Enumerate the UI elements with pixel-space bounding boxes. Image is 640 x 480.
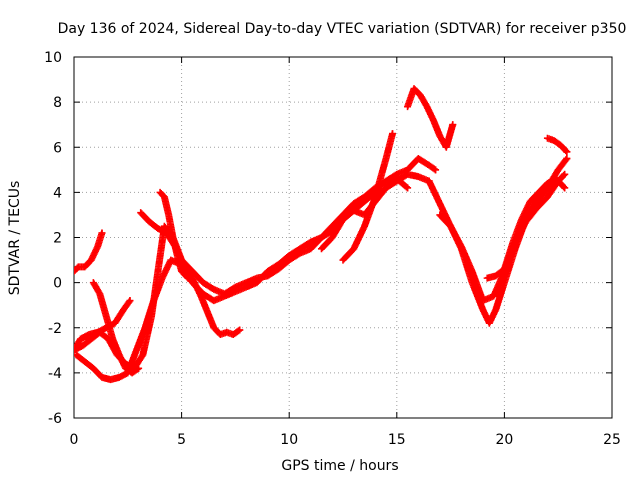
data-point xyxy=(126,297,134,305)
grid xyxy=(74,57,612,418)
data-point xyxy=(560,171,568,179)
plot-frame xyxy=(73,56,613,419)
series-0 xyxy=(74,229,106,275)
data-point xyxy=(184,274,192,282)
x-tick-label: 15 xyxy=(388,432,406,448)
y-tick-label: -2 xyxy=(48,321,62,337)
y-tick-label: -6 xyxy=(48,411,62,427)
data-point xyxy=(563,155,571,163)
data-point xyxy=(135,364,143,372)
data-point xyxy=(561,170,569,178)
y-tick-label: 10 xyxy=(44,50,62,66)
data-point xyxy=(388,130,396,138)
data-point xyxy=(402,183,410,191)
data-point xyxy=(562,147,570,155)
data-point xyxy=(562,156,570,164)
series-3 xyxy=(74,297,134,354)
data-point xyxy=(125,298,133,306)
series-13 xyxy=(317,175,412,253)
x-tick-label: 25 xyxy=(603,432,621,448)
data-point xyxy=(430,165,438,173)
data-point xyxy=(432,166,440,174)
y-tick-label: -4 xyxy=(48,366,62,382)
axes xyxy=(73,56,613,419)
data-point xyxy=(404,184,412,192)
series-12 xyxy=(543,134,571,156)
y-tick-label: 6 xyxy=(53,140,62,156)
y-tick-label: 0 xyxy=(53,276,62,292)
y-tick-label: 8 xyxy=(53,95,62,111)
data-point xyxy=(560,183,568,191)
data-marks xyxy=(74,85,571,384)
chart-title: Day 136 of 2024, Sidereal Day-to-day VTE… xyxy=(58,21,627,37)
x-axis-label: GPS time / hours xyxy=(281,458,398,474)
series-6 xyxy=(156,188,192,282)
data-point xyxy=(236,326,244,334)
data-point xyxy=(234,327,242,335)
x-tick-label: 20 xyxy=(495,432,513,448)
data-point xyxy=(563,148,571,156)
x-tick-label: 10 xyxy=(280,432,298,448)
series-11 xyxy=(483,175,569,282)
series-8 xyxy=(404,85,457,151)
data-point xyxy=(98,229,106,237)
y-axis-label: SDTVAR / TECUs xyxy=(7,181,23,296)
y-tick-label: 4 xyxy=(53,185,62,201)
data-point xyxy=(183,273,191,281)
series-4 xyxy=(89,279,143,377)
y-tick-label: 2 xyxy=(53,231,62,247)
x-tick-label: 5 xyxy=(177,432,186,448)
data-point xyxy=(449,121,457,129)
data-point xyxy=(561,184,569,192)
x-tick-label: 0 xyxy=(70,432,79,448)
data-point xyxy=(133,365,141,373)
tick-labels: -6 -4 -2 0 2 4 6 8 10 0 5 10 15 20 25 xyxy=(44,50,621,448)
